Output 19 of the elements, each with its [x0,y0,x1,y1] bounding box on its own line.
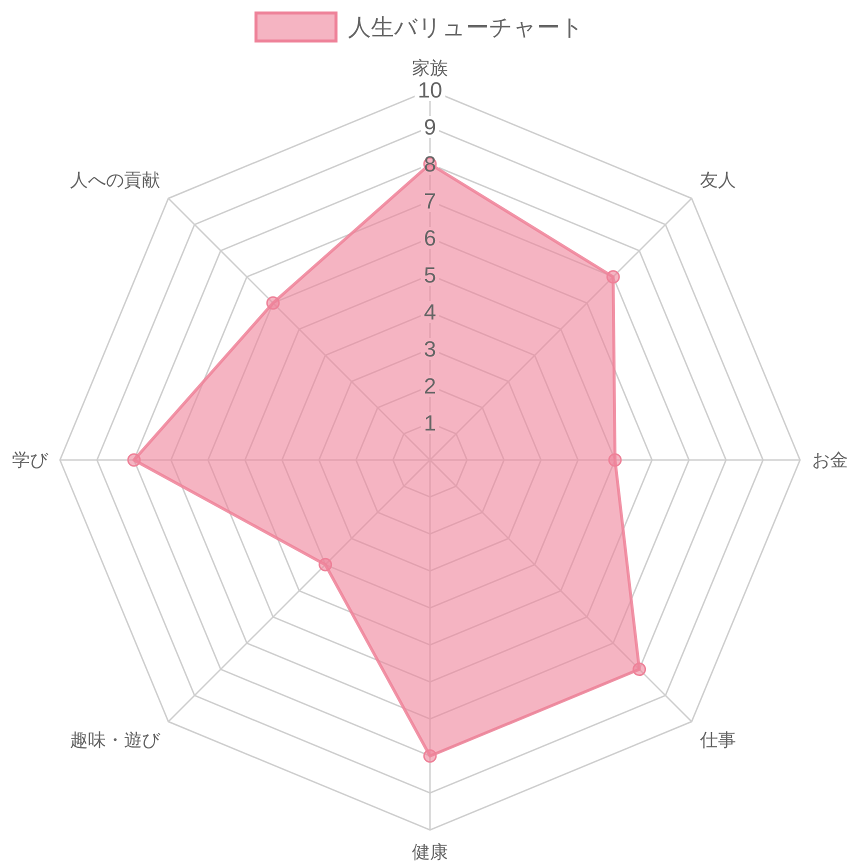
y-tick-label: 8 [424,152,436,176]
y-tick-label: 4 [424,300,436,324]
y-tick-label: 6 [424,226,436,250]
spoke-label: 家族 [412,58,448,78]
spoke-label: 人への貢献 [70,170,160,190]
spoke-label: お金 [812,450,848,470]
legend-label: 人生バリューチャート [348,14,584,40]
y-tick-label: 9 [424,114,436,140]
y-tick-label: 2 [424,374,436,398]
y-tick-label: 7 [424,188,436,214]
spoke-label: 学び [12,450,49,470]
y-tick-label: 3 [424,336,436,362]
y-tick-label: 1 [424,410,436,436]
spoke-label: 趣味・遊び [70,730,161,750]
spoke-label: 友人 [700,170,736,190]
spoke-label: 健康 [412,842,448,862]
y-tick-label: 5 [424,262,436,288]
y-tick-label: 10 [418,78,442,102]
spoke-label: 仕事 [699,730,736,750]
